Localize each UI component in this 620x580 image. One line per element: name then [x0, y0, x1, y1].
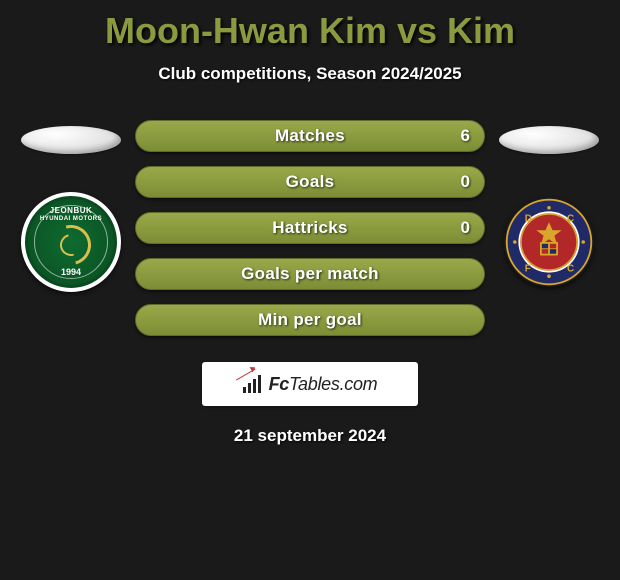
stat-label: Goals per match — [241, 264, 379, 284]
brand-chart-icon — [243, 375, 265, 393]
stat-label: Matches — [275, 126, 345, 146]
club-badge-right: D C F C — [499, 182, 599, 302]
stat-right-value: 0 — [461, 172, 470, 192]
stat-row-min-per-goal: Min per goal — [135, 304, 485, 336]
jeonbuk-swirl-icon — [44, 218, 99, 273]
svg-text:D: D — [525, 213, 532, 224]
stat-right-value: 0 — [461, 218, 470, 238]
stat-row-goals-per-match: Goals per match — [135, 258, 485, 290]
dcfc-badge: D C F C — [504, 197, 594, 287]
player-right-column: D C F C — [489, 120, 609, 302]
brand-suffix: Tables.com — [289, 374, 377, 394]
player-left-photo-placeholder — [21, 126, 121, 154]
svg-text:C: C — [567, 213, 574, 224]
player-left-column: JEONBUK HYUNDAI MOTORS 1994 — [11, 120, 131, 302]
jeonbuk-text-mid: HYUNDAI MOTORS — [40, 216, 102, 222]
jeonbuk-text-top: JEONBUK — [40, 207, 102, 215]
stats-column: Matches 6 Goals 0 Hattricks 0 Goals per … — [135, 120, 485, 336]
main-row: JEONBUK HYUNDAI MOTORS 1994 Matches 6 Go… — [0, 120, 620, 336]
stat-label: Goals — [286, 172, 335, 192]
stat-label: Min per goal — [258, 310, 362, 330]
jeonbuk-badge: JEONBUK HYUNDAI MOTORS 1994 — [21, 192, 121, 292]
svg-text:F: F — [525, 264, 531, 275]
stat-row-matches: Matches 6 — [135, 120, 485, 152]
brand-text: FcTables.com — [269, 374, 378, 395]
brand-prefix: Fc — [269, 374, 289, 394]
comparison-card: Moon-Hwan Kim vs Kim Club competitions, … — [0, 0, 620, 456]
stat-right-value: 6 — [461, 126, 470, 146]
jeonbuk-badge-inner: JEONBUK HYUNDAI MOTORS 1994 — [40, 207, 102, 277]
card-subtitle: Club competitions, Season 2024/2025 — [158, 64, 461, 84]
jeonbuk-year: 1994 — [40, 268, 102, 277]
club-badge-left: JEONBUK HYUNDAI MOTORS 1994 — [21, 182, 121, 302]
stat-label: Hattricks — [272, 218, 347, 238]
card-title: Moon-Hwan Kim vs Kim — [105, 10, 515, 52]
player-right-photo-placeholder — [499, 126, 599, 154]
date-line: 21 september 2024 — [234, 426, 386, 446]
stat-row-goals: Goals 0 — [135, 166, 485, 198]
brand-box[interactable]: FcTables.com — [202, 362, 418, 406]
stat-row-hattricks: Hattricks 0 — [135, 212, 485, 244]
svg-text:C: C — [567, 264, 574, 275]
